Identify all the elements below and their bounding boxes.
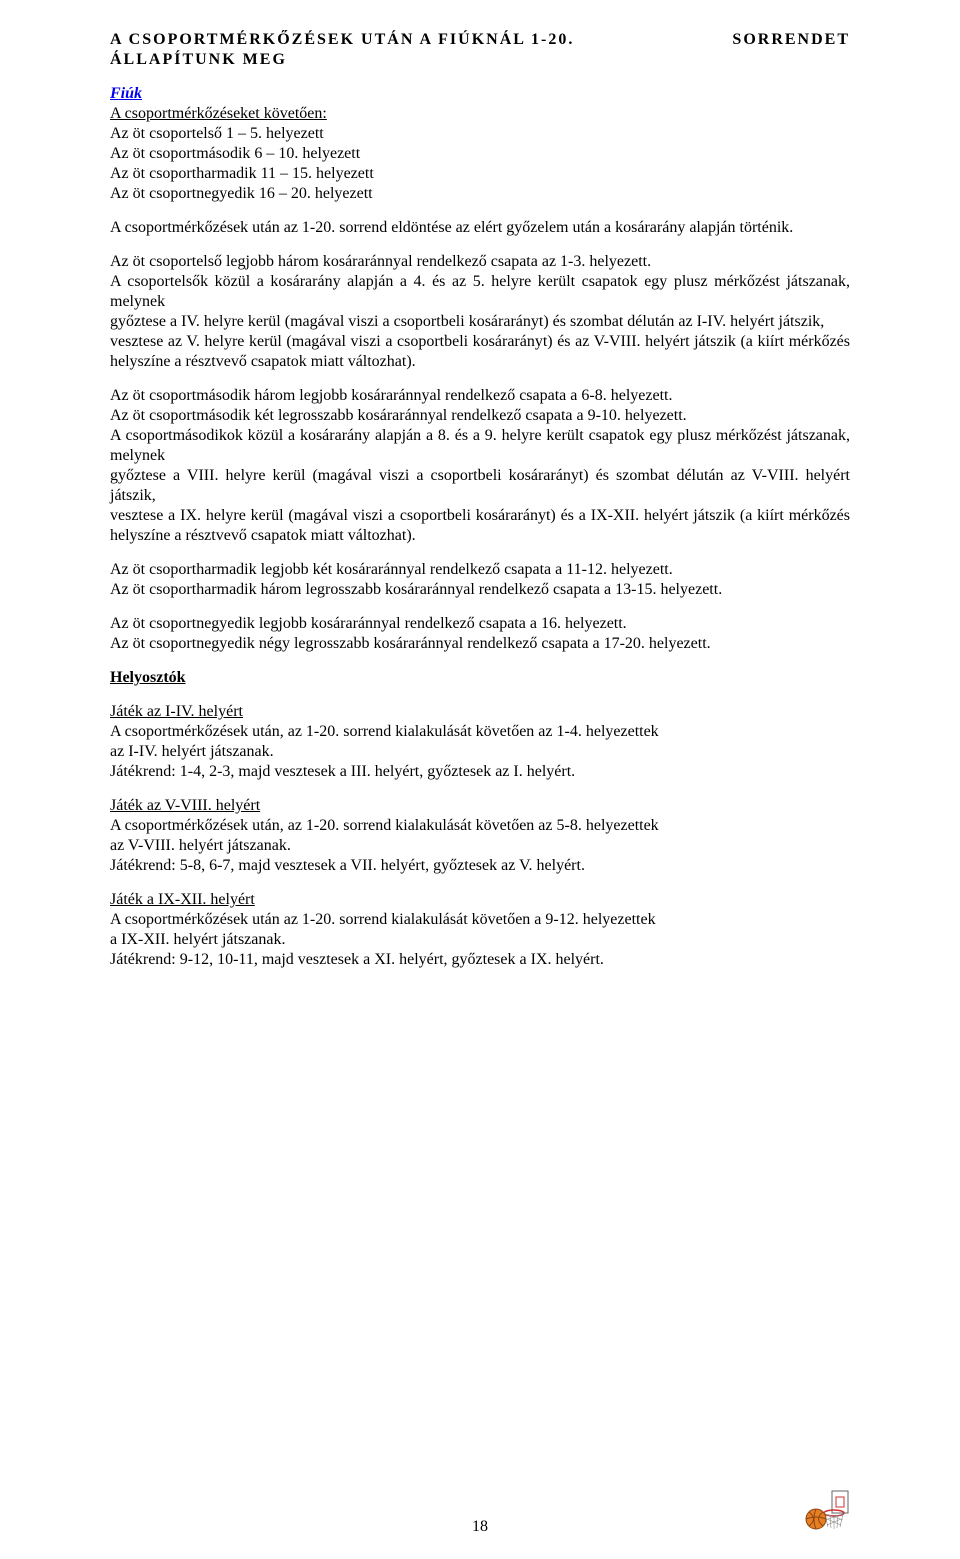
h3-l1: A csoportmérkőzések után az 1-20. sorren… <box>110 911 656 928</box>
p3e: vesztese a IX. helyre kerül (magával vis… <box>110 507 850 544</box>
helyoszto-3: Játék a IX-XII. helyért A csoportmérkőzé… <box>110 890 850 970</box>
intro-l3: Az öt csoportmásodik 6 – 10. helyezett <box>110 144 850 164</box>
paragraph-3: Az öt csoportmásodik három legjobb kosár… <box>110 386 850 546</box>
h3-l3: Játékrend: 9-12, 10-11, majd vesztesek a… <box>110 951 604 968</box>
h2-l2: az V-VIII. helyért játszanak. <box>110 837 291 854</box>
basketball-hoop-icon <box>804 1489 850 1541</box>
helyoszto-1: Játék az I-IV. helyért A csoportmérkőzés… <box>110 702 850 782</box>
paragraph-4: Az öt csoportharmadik legjobb két kosára… <box>110 560 850 600</box>
p3a: Az öt csoportmásodik három legjobb kosár… <box>110 387 672 404</box>
p5b: Az öt csoportnegyedik négy legrosszabb k… <box>110 635 711 652</box>
title-line1-left: A CSOPORTMÉRKŐZÉSEK UTÁN A FIÚKNÁL 1-20. <box>110 30 574 50</box>
p2c: győztese a IV. helyre kerül (magával vis… <box>110 313 824 330</box>
intro-block: A csoportmérkőzéseket követően: Az öt cs… <box>110 104 850 204</box>
helyoszto-2: Játék az V-VIII. helyért A csoportmérkőz… <box>110 796 850 876</box>
helyosztok-heading: Helyosztók <box>110 668 850 688</box>
intro-l4: Az öt csoportharmadik 11 – 15. helyezett <box>110 164 850 184</box>
title-line2: ÁLLAPÍTUNK MEG <box>110 51 287 68</box>
h1-l1: A csoportmérkőzések után, az 1-20. sorre… <box>110 723 659 740</box>
paragraph-2: Az öt csoportelső legjobb három kosárará… <box>110 252 850 372</box>
p5a: Az öt csoportnegyedik legjobb kosáraránn… <box>110 615 627 632</box>
p2b: A csoportelsők közül a kosárarány alapjá… <box>110 273 850 310</box>
p2d: vesztese az V. helyre kerül (magával vis… <box>110 333 850 370</box>
intro-l5: Az öt csoportnegyedik 16 – 20. helyezett <box>110 184 850 204</box>
h1-l3: Játékrend: 1-4, 2-3, majd vesztesek a II… <box>110 763 575 780</box>
paragraph-1: A csoportmérkőzések után az 1-20. sorren… <box>110 218 850 238</box>
intro-l1: A csoportmérkőzéseket követően: <box>110 105 327 122</box>
p4b: Az öt csoportharmadik három legrosszabb … <box>110 581 722 598</box>
h2-l3: Játékrend: 5-8, 6-7, majd vesztesek a VI… <box>110 857 585 874</box>
intro-l2: Az öt csoportelső 1 – 5. helyezett <box>110 124 850 144</box>
helyosztok-section: Helyosztók Játék az I-IV. helyért A csop… <box>110 668 850 970</box>
fiuk-link[interactable]: Fiúk <box>110 84 850 104</box>
h2-l1: A csoportmérkőzések után, az 1-20. sorre… <box>110 817 659 834</box>
page-title: A CSOPORTMÉRKŐZÉSEK UTÁN A FIÚKNÁL 1-20.… <box>110 30 850 70</box>
h1-l2: az I-IV. helyért játszanak. <box>110 743 274 760</box>
p2a: Az öt csoportelső legjobb három kosárará… <box>110 253 651 270</box>
page-number: 18 <box>472 1517 488 1537</box>
h1-title: Játék az I-IV. helyért <box>110 703 243 720</box>
h3-l2: a IX-XII. helyért játszanak. <box>110 931 285 948</box>
p3c: A csoportmásodikok közül a kosárarány al… <box>110 427 850 464</box>
p4a: Az öt csoportharmadik legjobb két kosára… <box>110 561 673 578</box>
p3d: győztese a VIII. helyre kerül (magával v… <box>110 467 850 504</box>
title-line1-right: SORRENDET <box>732 30 850 50</box>
h3-title: Játék a IX-XII. helyért <box>110 891 255 908</box>
h2-title: Játék az V-VIII. helyért <box>110 797 260 814</box>
p3b: Az öt csoportmásodik két legrosszabb kos… <box>110 407 687 424</box>
paragraph-5: Az öt csoportnegyedik legjobb kosáraránn… <box>110 614 850 654</box>
